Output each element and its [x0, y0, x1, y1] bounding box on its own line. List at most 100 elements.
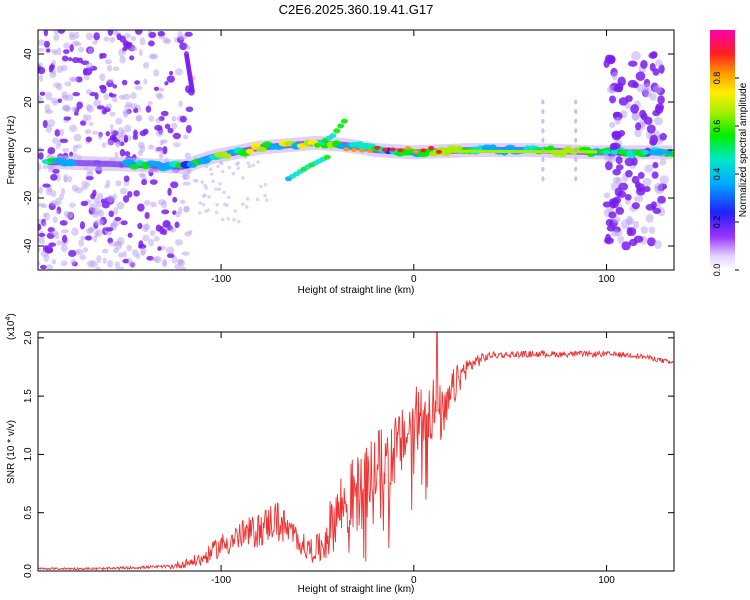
branch-blob — [323, 154, 331, 160]
faint-dot — [247, 164, 252, 169]
cluster-dot — [645, 203, 656, 211]
noise-dot — [44, 245, 54, 254]
noise-dot — [178, 206, 183, 215]
noise-dot — [155, 130, 164, 137]
noise-dot — [101, 109, 107, 115]
stripe-dot — [574, 137, 578, 143]
noise-dot — [181, 251, 190, 256]
cluster-dot — [611, 131, 619, 138]
noise-dot — [109, 128, 114, 135]
cluster-dot — [640, 59, 648, 69]
cluster-dot — [606, 225, 616, 232]
faint-dot — [226, 217, 231, 221]
noise-dot — [153, 86, 160, 92]
faint-dot — [203, 209, 208, 214]
noise-dot — [171, 122, 178, 130]
noise-dot — [114, 261, 120, 268]
faint-dot — [226, 195, 231, 200]
noise-dot — [167, 187, 172, 196]
noise-dot — [185, 45, 191, 50]
cluster-dot — [646, 124, 656, 134]
noise-dot — [127, 191, 133, 198]
noise-dot — [121, 79, 128, 86]
branch-blob — [333, 128, 341, 134]
noise-dot — [42, 164, 48, 170]
noise-dot — [38, 146, 44, 155]
cluster-dot — [654, 239, 662, 249]
colorbar-tick-label: 0.8 — [712, 72, 722, 85]
noise-dot — [148, 31, 157, 39]
snr-y-label: SNR (10 * v/v) — [6, 420, 17, 484]
noise-dot — [143, 200, 151, 206]
noise-dot — [71, 227, 79, 236]
cluster-dot — [628, 227, 637, 236]
cluster-trace-blob — [656, 149, 665, 155]
cluster-dot — [652, 207, 662, 214]
noise-dot — [60, 229, 70, 234]
noise-dot — [56, 65, 64, 74]
noise-dot — [106, 140, 115, 146]
snr-scale-close: ) — [6, 313, 17, 316]
noise-dot — [103, 93, 109, 101]
noise-dot — [136, 116, 142, 122]
cluster-dot — [604, 161, 613, 171]
y-tick-label: -20 — [23, 190, 34, 205]
peak-blob — [374, 145, 381, 150]
noise-dot — [112, 66, 120, 71]
faint-dot — [227, 165, 232, 170]
noise-dot — [166, 246, 175, 255]
cluster-dot — [615, 177, 623, 185]
noise-dot — [57, 30, 66, 34]
noise-dot — [124, 104, 133, 110]
noise-dot — [51, 59, 57, 66]
stripe-dot — [574, 157, 578, 163]
cluster-dot — [602, 201, 612, 208]
noise-dot — [101, 248, 109, 254]
noise-dot — [78, 239, 85, 247]
peak-blob — [412, 149, 419, 154]
noise-dot — [38, 232, 46, 237]
cluster-dot — [631, 202, 640, 210]
noise-dot — [124, 151, 131, 157]
noise-dot — [63, 173, 69, 183]
noise-dot — [62, 147, 70, 153]
cluster-dot — [610, 229, 620, 237]
cluster-dot — [657, 95, 665, 105]
noise-dot — [38, 152, 44, 160]
x-tick-label: 100 — [598, 575, 615, 586]
trace-blob — [152, 160, 163, 168]
noise-dot — [126, 244, 133, 252]
y-tick-label: 2.0 — [23, 330, 34, 344]
trace-blob — [121, 158, 136, 167]
noise-dot — [93, 207, 102, 216]
faint-dot — [222, 190, 226, 195]
noise-dot — [130, 36, 137, 41]
noise-dot — [174, 221, 180, 229]
cluster-dot — [612, 216, 621, 224]
noise-dot — [122, 258, 129, 264]
noise-dot — [120, 220, 128, 226]
noise-dot — [55, 142, 61, 150]
noise-dot — [115, 117, 123, 125]
faint-dot — [220, 217, 225, 222]
faint-dot — [255, 197, 260, 202]
noise-dot — [96, 105, 105, 110]
peak-blob — [435, 149, 442, 154]
peak-blob — [343, 147, 350, 152]
cluster-dot — [633, 195, 644, 202]
noise-dot — [69, 202, 76, 208]
stripe-dot — [541, 147, 545, 153]
noise-dot — [49, 71, 57, 79]
noise-dot — [104, 184, 110, 189]
noise-dot — [185, 124, 192, 134]
noise-dot — [122, 251, 127, 258]
noise-dot — [83, 247, 89, 253]
noise-dot — [179, 115, 187, 123]
noise-dot — [150, 53, 159, 60]
cluster-dot — [628, 60, 638, 67]
cluster-trace-blob — [602, 149, 611, 155]
cluster-dot — [608, 198, 619, 205]
noise-dot — [42, 119, 48, 129]
noise-dot — [115, 180, 122, 187]
noise-dot — [127, 232, 133, 238]
